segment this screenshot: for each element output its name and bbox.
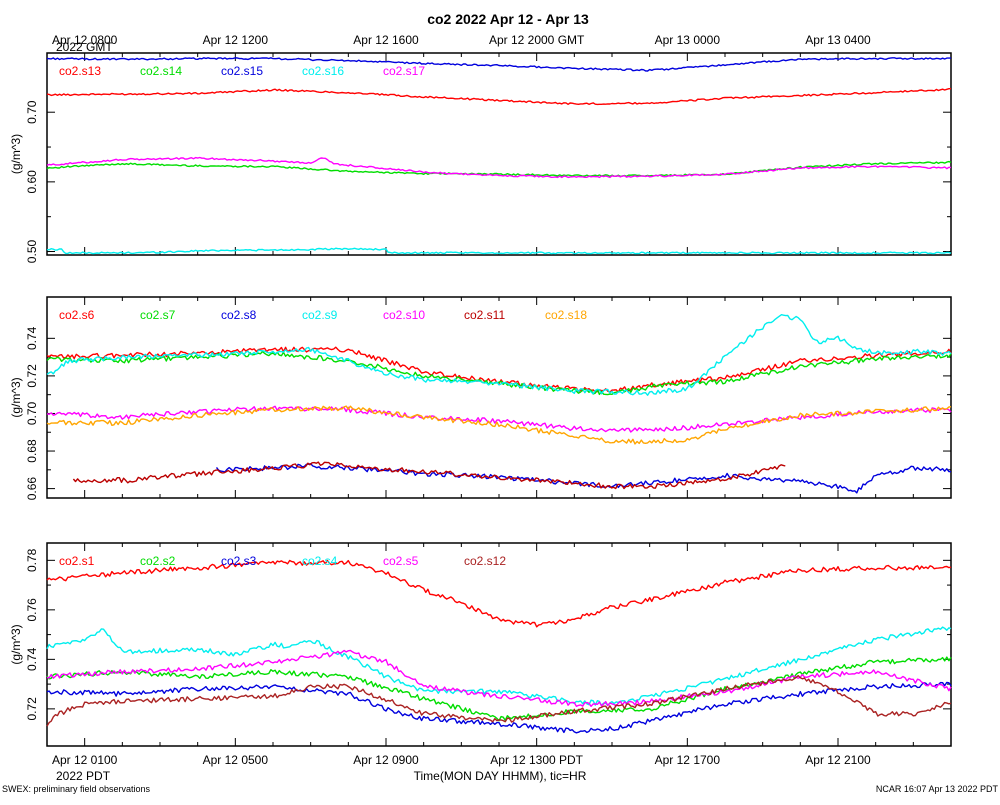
legend-entry: co2.s12 (464, 554, 506, 568)
bottom-axis-tick-label: Apr 12 0500 (203, 753, 269, 767)
y-tick-label: 0.70 (25, 100, 39, 124)
legend-entry: co2.s6 (59, 308, 95, 322)
y-tick-label: 0.74 (25, 326, 39, 350)
legend-entry: co2.s3 (221, 554, 257, 568)
series-line (72, 461, 786, 490)
legend-entry: co2.s2 (140, 554, 176, 568)
legend-entry: co2.s1 (59, 554, 95, 568)
plot-frame (46, 296, 952, 499)
series-line (46, 674, 952, 727)
plot-frame (46, 542, 952, 747)
legend-entry: co2.s5 (383, 554, 419, 568)
panel-3: 0.72 0.74 0.76 0.78 (g/m^3) co2.s1 co2.s2 co2.s… (9, 542, 952, 747)
series-line (46, 314, 952, 396)
bottom-axis-tick-label: Apr 12 0900 (353, 753, 419, 767)
legend-entry: co2.s8 (221, 308, 257, 322)
series-line (46, 160, 952, 178)
legend-entry: co2.s17 (383, 64, 425, 78)
bottom-axis-tick-label: Apr 12 2100 (805, 753, 871, 767)
bottom-axis-tick-label: Apr 12 1300 PDT (490, 753, 583, 767)
y-tick-label: 0.68 (25, 439, 39, 463)
series-line (215, 463, 952, 494)
y-tick-label: 0.50 (25, 240, 39, 264)
legend-entry: co2.s15 (221, 64, 263, 78)
legend-entry: co2.s13 (59, 64, 101, 78)
top-axis-tick-label: Apr 12 1200 (203, 33, 269, 47)
y-tick-label: 0.60 (25, 170, 39, 194)
plot-frame (46, 52, 952, 256)
y-axis-label: (g/m^3) (9, 134, 23, 174)
legend-entry: co2.s11 (464, 308, 505, 322)
top-axis-year-label: 2022 GMT (56, 40, 113, 54)
legend-entry: co2.s14 (140, 64, 182, 78)
series-line (46, 405, 952, 445)
series-line (46, 247, 952, 255)
footer-left-note: SWEX: preliminary field observations (2, 784, 151, 794)
y-tick-label: 0.78 (25, 548, 39, 572)
chart-title: co2 2022 Apr 12 - Apr 13 (427, 11, 589, 27)
y-tick-label: 0.66 (25, 477, 39, 501)
series-line (46, 626, 952, 707)
panels-layer: 0.500.600.70(g/m^3)co2.s13 co2.s14 co2.s15… (9, 33, 952, 767)
panel-2: 0.66 0.68 0.70 0.72 0.74 (g/m^3) co2.s6 co2.s7 c… (9, 296, 952, 501)
bottom-axis-tick-label: Apr 12 0100 (52, 753, 118, 767)
y-tick-label: 0.76 (25, 598, 39, 622)
series-line (46, 681, 952, 734)
series-line (46, 57, 951, 72)
y-tick-label: 0.72 (25, 364, 39, 388)
legend-entry: co2.s9 (302, 308, 338, 322)
legend-entry: co2.s7 (140, 308, 176, 322)
series-line (46, 87, 951, 106)
bottom-axis-year-label: 2022 PDT (56, 769, 111, 783)
panel-1: 0.50 0.60 0.70(g/m^3) co2.s13 co2.s14 co2.s15… (9, 52, 952, 264)
top-axis-tick-label: Apr 13 0000 (655, 33, 721, 47)
series-line (46, 346, 952, 393)
y-axis-label: (g/m^3) (9, 624, 23, 664)
legend-entry: co2.s16 (302, 64, 344, 78)
series-line (46, 405, 952, 433)
legend-entry: co2.s4 (302, 554, 338, 568)
series-line (46, 559, 952, 628)
top-axis-tick-label: Apr 12 2000 GMT (489, 33, 585, 47)
footer-right-note: NCAR 16:07 Apr 13 2022 PDT (876, 784, 999, 794)
top-axis-tick-label: Apr 12 1600 (353, 33, 419, 47)
y-tick-label: 0.72 (25, 697, 39, 721)
top-axis-tick-label: Apr 13 0400 (805, 33, 871, 47)
y-axis-label: (g/m^3) (9, 377, 23, 417)
series-line (46, 656, 952, 722)
y-tick-label: 0.70 (25, 401, 39, 425)
legend-entry: co2.s18 (545, 308, 587, 322)
bottom-axis-tick-label: Apr 12 1700 (655, 753, 721, 767)
top-axis-tick-label: Apr 12 0800 (52, 33, 118, 47)
series-line (46, 156, 952, 179)
legend-entry: co2.s10 (383, 308, 425, 322)
x-axis-label: Time(MON DAY HHMM), tic=HR (414, 769, 587, 783)
y-tick-label: 0.74 (25, 647, 39, 671)
series-line (46, 350, 952, 396)
